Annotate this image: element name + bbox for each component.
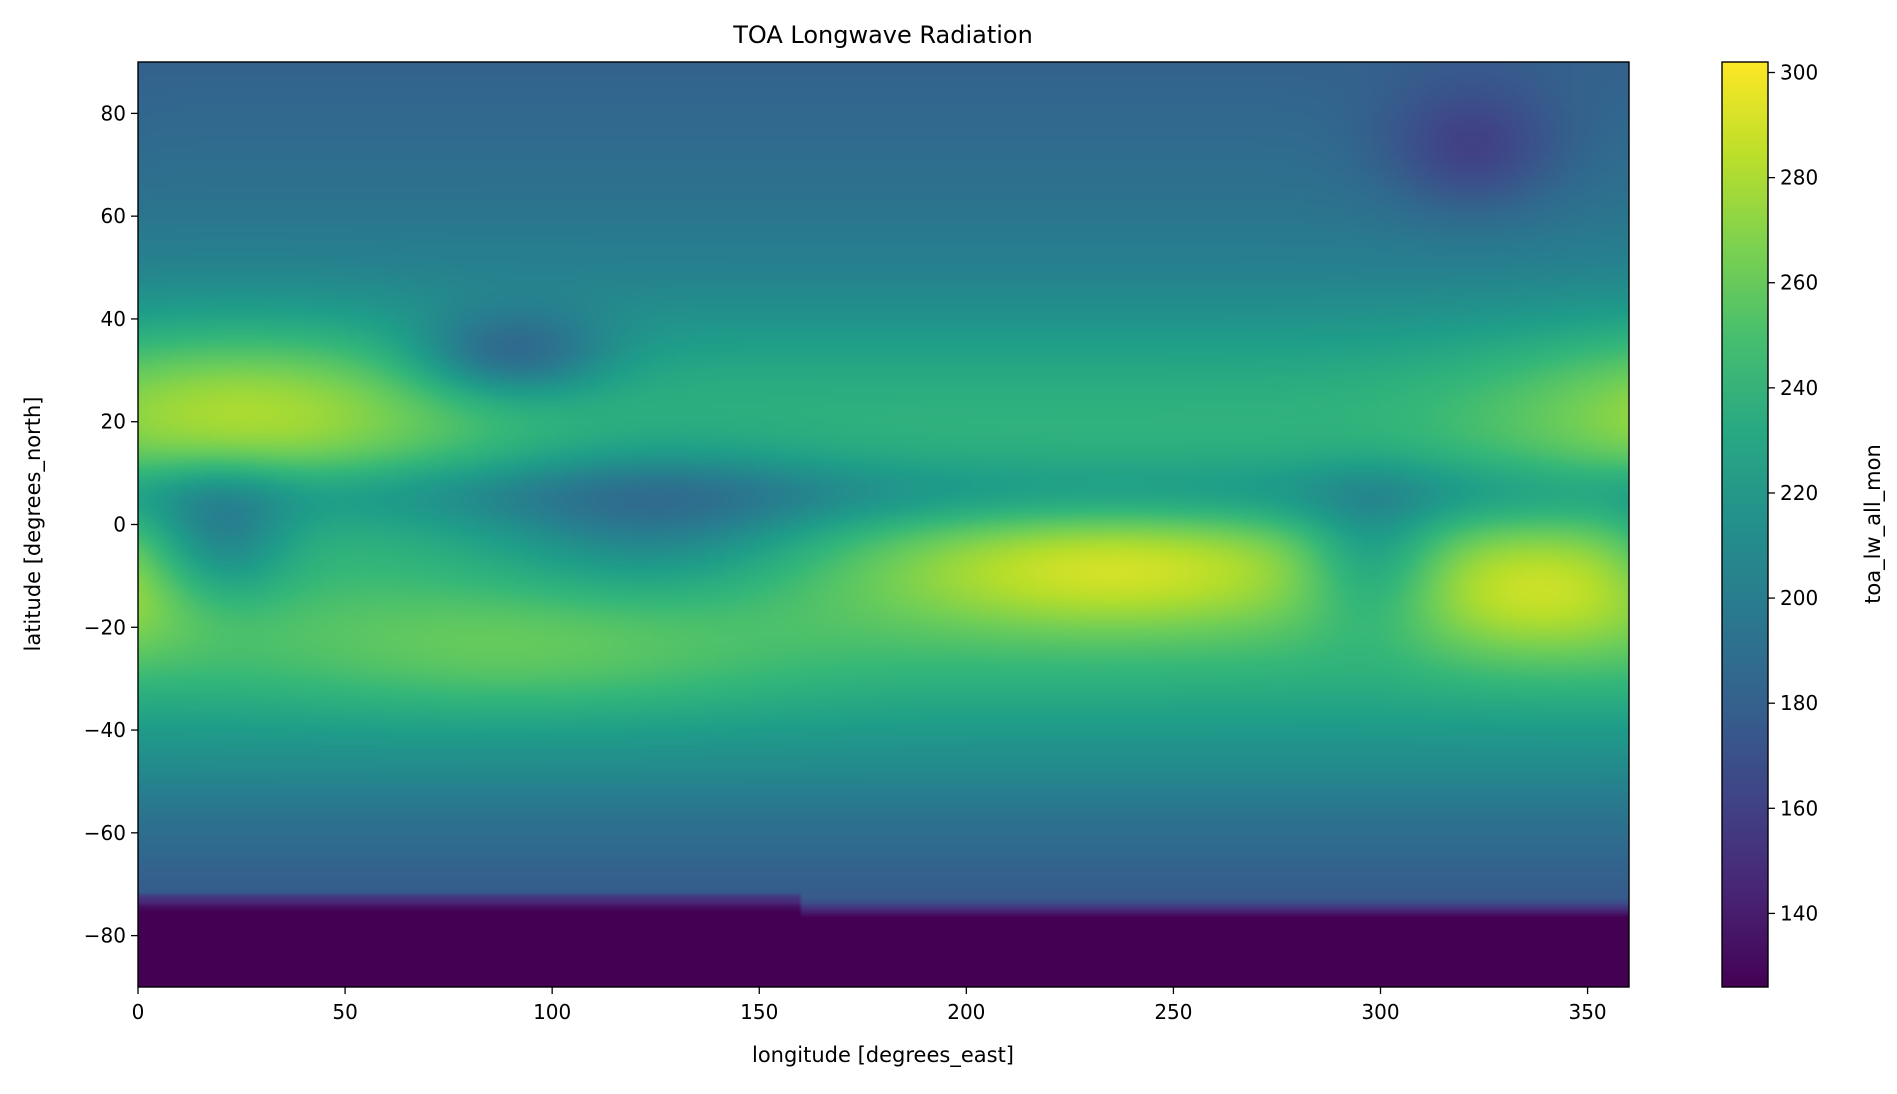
colorbar-tick-label: 240	[1780, 376, 1818, 400]
heatmap-image	[138, 62, 1629, 987]
y-tick-label: −20	[84, 615, 126, 639]
x-tick-label: 250	[1154, 1000, 1192, 1024]
x-tick-label: 0	[132, 1000, 145, 1024]
y-tick-label: −40	[84, 718, 126, 742]
colorbar-ticks: 140 160 180 200 220 240 260 280 300	[1768, 61, 1818, 925]
x-tick-label: 50	[332, 1000, 357, 1024]
colorbar-tick-label: 300	[1780, 61, 1818, 85]
y-tick-label: 80	[101, 101, 126, 125]
x-axis: 0 50 100 150 200 250 300 350	[132, 987, 1607, 1024]
colorbar-label: toa_lw_all_mon	[1861, 444, 1886, 604]
x-tick-label: 350	[1568, 1000, 1606, 1024]
y-tick-label: 0	[113, 513, 126, 537]
colorbar-tick-label: 180	[1780, 691, 1818, 715]
colorbar-tick-label: 220	[1780, 481, 1818, 505]
y-tick-label: 60	[101, 204, 126, 228]
colorbar-tick-label: 280	[1780, 166, 1818, 190]
colorbar-tick-label: 140	[1780, 901, 1818, 925]
x-axis-label: longitude [degrees_east]	[752, 1043, 1014, 1068]
y-axis-label: latitude [degrees_north]	[21, 397, 46, 652]
x-tick-label: 200	[947, 1000, 985, 1024]
colorbar-frame	[1721, 61, 1769, 988]
heatmap-area	[137, 61, 1630, 988]
y-tick-label: 40	[101, 307, 126, 331]
x-tick-label: 100	[533, 1000, 571, 1024]
chart-title: TOA Longwave Radiation	[732, 21, 1033, 49]
colorbar-tick-label: 160	[1780, 796, 1818, 820]
colorbar-tick-label: 200	[1780, 586, 1818, 610]
colorbar-tick-label: 260	[1780, 271, 1818, 295]
y-tick-label: −80	[84, 924, 126, 948]
colorbar: 140 160 180 200 220 240 260 280 300 toa_lw_all_m…	[1721, 61, 1886, 988]
y-tick-label: 20	[101, 410, 126, 434]
colorbar-gradient	[1722, 62, 1768, 987]
y-axis: −80 −60 −40 −20 0 20 40 60 80	[84, 101, 138, 948]
y-tick-label: −60	[84, 821, 126, 845]
x-tick-label: 150	[740, 1000, 778, 1024]
x-tick-label: 300	[1361, 1000, 1399, 1024]
